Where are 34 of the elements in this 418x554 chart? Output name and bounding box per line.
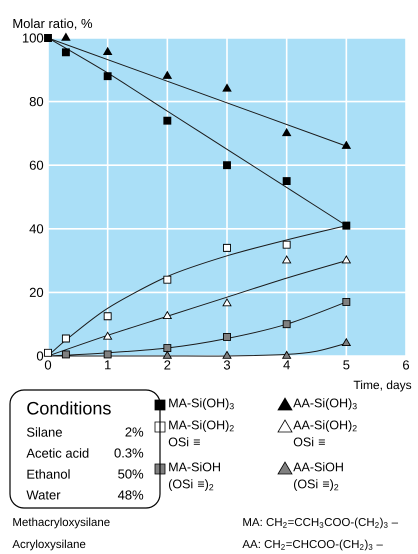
text: 0.3%: [114, 448, 144, 458]
legend-label: AA-Si(OH)$_{3}$: [293, 398, 357, 410]
text: Water: [26, 490, 60, 500]
x-tick-label: 3: [224, 360, 230, 370]
text: 2%: [126, 427, 144, 437]
text: Acetic acid: [26, 448, 88, 458]
text: AA-Si(OH)$_{2}$ OSi ≡: [293, 420, 357, 446]
text: Conditions: [27, 401, 111, 415]
text: MA: CH$_{2}$=CCH$_{3}$COO-(CH$_{2}$)$_{3}$ –: [243, 518, 398, 528]
text: AA: CH$_{2}$=CHCOO-(CH$_{2}$)$_{3}$ –: [242, 540, 383, 550]
y-tick-label: 80: [30, 96, 44, 106]
x-tick-label: 2: [164, 360, 170, 370]
y-tick-label: 100: [22, 33, 44, 43]
x-tick-label: 5: [343, 360, 350, 370]
text: Acryloxysilane: [12, 540, 86, 550]
text: Ethanol: [27, 469, 70, 479]
x-tick-label: 6: [403, 360, 410, 370]
y-tick-label: 60: [30, 160, 44, 170]
legend-label: MA-SiOH (OSi ≡)$_{2}$: [168, 462, 220, 491]
x-axis-title: Time, days: [354, 380, 412, 392]
y-axis-title: Molar ratio, %: [13, 18, 92, 30]
x-tick-label: 1: [105, 360, 111, 370]
text: Methacryloxysilane: [13, 518, 110, 528]
y-tick-label: 0: [36, 351, 44, 361]
y-tick-label: 20: [30, 288, 44, 297]
x-tick-label: 0: [44, 360, 52, 370]
text: Silane: [26, 427, 62, 437]
text: MA-Si(OH)$_{2}$ OSi ≡: [168, 420, 234, 446]
text: 48%: [118, 490, 144, 500]
text: 50%: [118, 469, 144, 479]
legend-label: AA-SiOH (OSi ≡)$_{2}$: [293, 462, 343, 491]
x-tick-label: 4: [283, 360, 290, 370]
y-tick-label: 40: [29, 224, 44, 234]
legend-label: MA-Si(OH)$_{3}$: [169, 398, 234, 410]
